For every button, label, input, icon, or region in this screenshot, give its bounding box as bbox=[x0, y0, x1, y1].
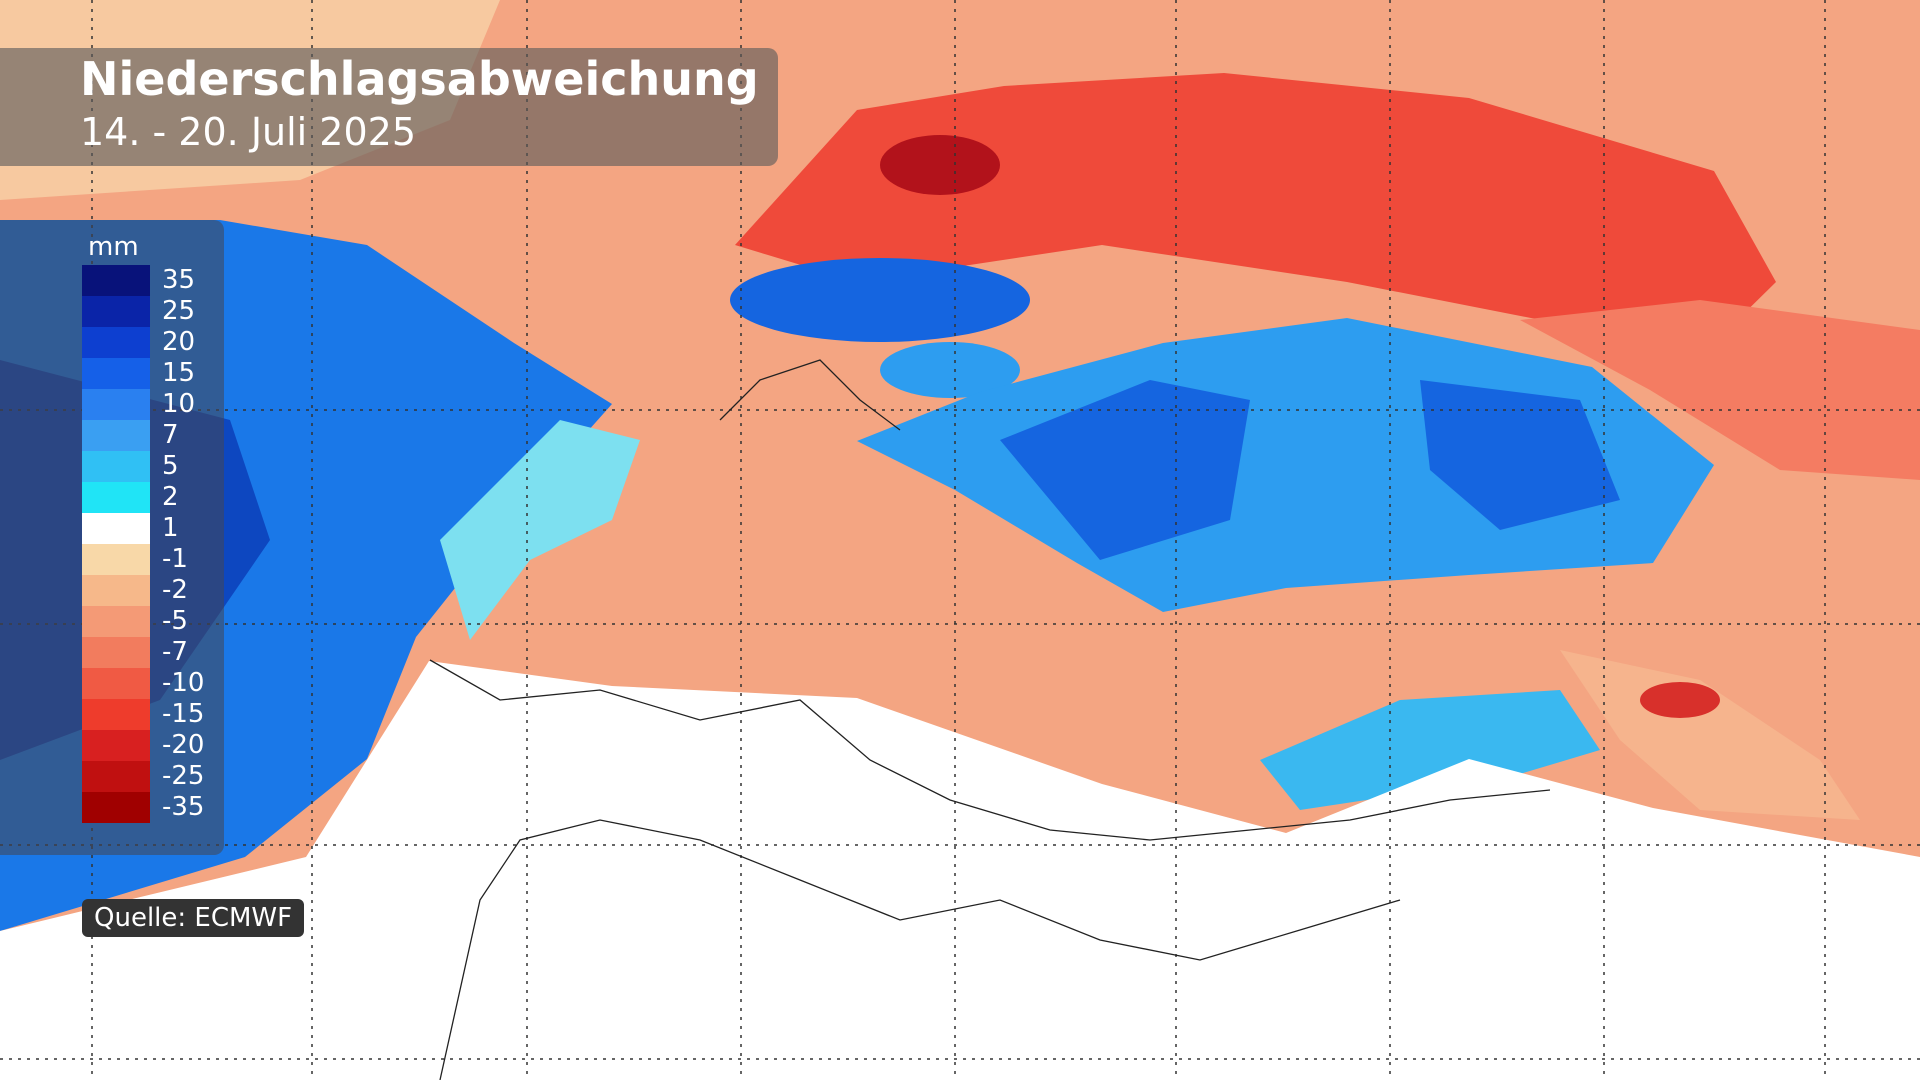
region-blue bbox=[1260, 690, 1600, 810]
region-orange bbox=[1560, 650, 1860, 820]
legend: mm 35 25 20 15 10 7 5 2 1 -1 -2 -5 -7 -10 -15 -20 -25 -35 bbox=[0, 220, 224, 855]
legend-label: -25 bbox=[162, 761, 205, 791]
legend-swatch bbox=[82, 575, 150, 606]
legend-swatch bbox=[82, 265, 150, 296]
legend-swatch bbox=[82, 730, 150, 761]
legend-label: 15 bbox=[162, 358, 196, 388]
legend-label: -15 bbox=[162, 699, 205, 729]
legend-label: -7 bbox=[162, 637, 188, 667]
legend-label: 2 bbox=[162, 482, 179, 512]
coastlines bbox=[429, 359, 1551, 1080]
title: Niederschlagsabweichung bbox=[80, 52, 759, 106]
legend-swatch bbox=[82, 389, 150, 420]
legend-label: -2 bbox=[162, 575, 188, 605]
legend-swatch bbox=[82, 606, 150, 637]
legend-label: 7 bbox=[162, 420, 179, 450]
region-darkred bbox=[880, 135, 1000, 195]
legend-label: 20 bbox=[162, 327, 196, 357]
legend-swatch bbox=[82, 637, 150, 668]
region-red bbox=[1640, 682, 1720, 718]
region-darkblue bbox=[1000, 380, 1250, 560]
legend-swatch bbox=[82, 296, 150, 327]
region-red bbox=[735, 73, 1776, 343]
legend-swatch bbox=[82, 358, 150, 389]
legend-swatch bbox=[82, 544, 150, 575]
region-white bbox=[0, 661, 1920, 1080]
legend-label: 25 bbox=[162, 296, 196, 326]
subtitle: 14. - 20. Juli 2025 bbox=[80, 110, 417, 154]
region-cyan bbox=[440, 420, 640, 640]
legend-swatch bbox=[82, 420, 150, 451]
legend-label: 10 bbox=[162, 389, 196, 419]
legend-label: -1 bbox=[162, 544, 188, 574]
legend-label: -5 bbox=[162, 606, 188, 636]
legend-label: 5 bbox=[162, 451, 179, 481]
legend-swatch bbox=[82, 668, 150, 699]
legend-label: -10 bbox=[162, 668, 205, 698]
legend-swatch bbox=[82, 327, 150, 358]
title-box: Niederschlagsabweichung 14. - 20. Juli 2… bbox=[0, 48, 778, 166]
legend-label: -20 bbox=[162, 730, 205, 760]
legend-swatch bbox=[82, 451, 150, 482]
legend-swatch bbox=[82, 513, 150, 544]
region-blue bbox=[730, 258, 1030, 342]
region-orange bbox=[1520, 300, 1920, 480]
source-badge: Quelle: ECMWF bbox=[82, 899, 305, 937]
legend-label: 35 bbox=[162, 265, 196, 295]
legend-swatch bbox=[82, 792, 150, 823]
legend-label: -35 bbox=[162, 792, 205, 822]
region-blue bbox=[880, 342, 1020, 398]
legend-label: 1 bbox=[162, 513, 179, 543]
legend-swatch bbox=[82, 699, 150, 730]
legend-swatch bbox=[82, 482, 150, 513]
region-darkblue bbox=[1420, 380, 1620, 530]
legend-swatch bbox=[82, 761, 150, 792]
legend-unit: mm bbox=[88, 232, 139, 262]
